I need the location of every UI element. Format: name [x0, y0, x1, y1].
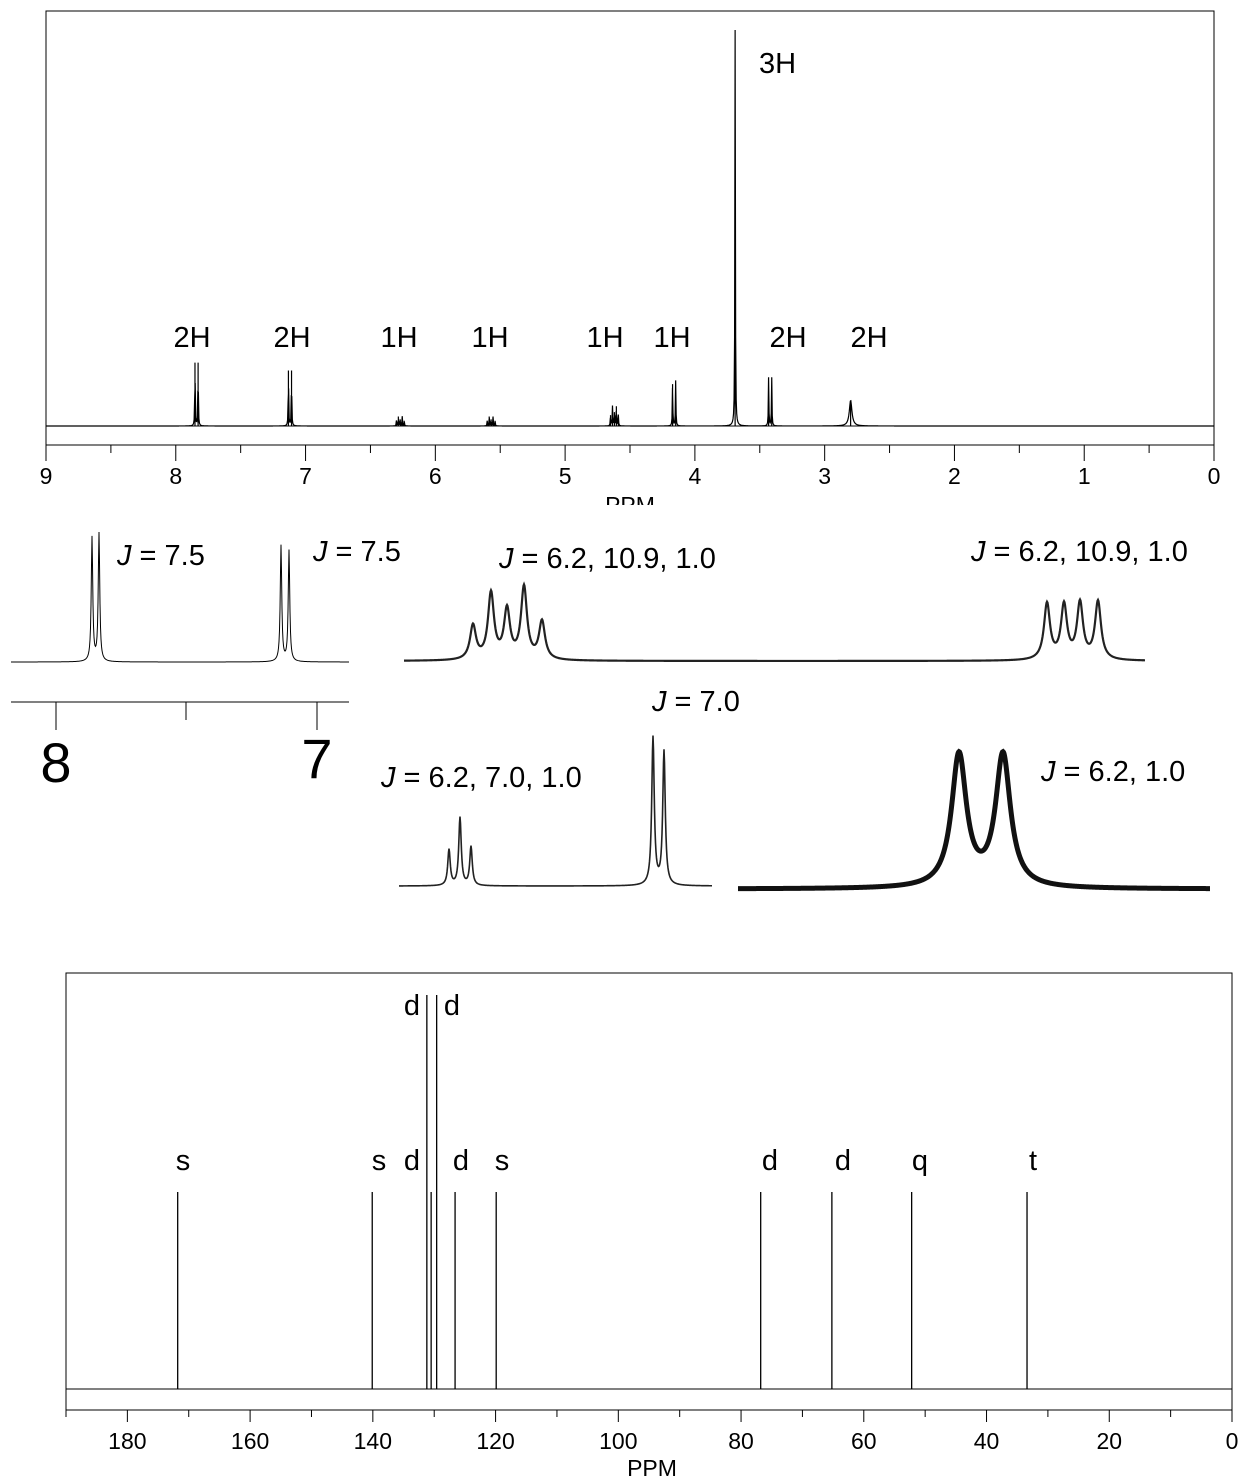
inset-oxy-a: J = 6.2, 7.0, 1.0 J = 7.0: [380, 686, 740, 887]
c13-tick-label: 40: [974, 1428, 1000, 1454]
multiplicity-label: d: [835, 1145, 851, 1177]
multiplicity-label: d: [762, 1145, 778, 1177]
h1-plot-frame: [45, 10, 1215, 446]
integration-label: 2H: [173, 322, 210, 354]
h1-tick-label: 7: [299, 463, 312, 489]
multiplicity-label: s: [372, 1145, 387, 1177]
multiplicity-label: d: [404, 1145, 420, 1177]
h1-tick-label: 9: [40, 463, 53, 489]
multiplicity-label: d: [404, 990, 420, 1022]
coupling-value: = 7.5: [132, 540, 205, 572]
coupling-value: = 7.0: [667, 686, 740, 718]
coupling-annotation: J = 7.5: [116, 540, 205, 572]
c13-peaks: s s d d s d d q td d: [176, 990, 1037, 1389]
h1-tick-label: 5: [559, 463, 572, 489]
integration-label: 1H: [471, 322, 508, 354]
h1-tick-label: 2: [948, 463, 961, 489]
h1-tick-label: 0: [1208, 463, 1221, 489]
c13-tick-label: 60: [851, 1428, 877, 1454]
c13-tick-label: 160: [231, 1428, 269, 1454]
coupling-annotation: J = 6.2, 10.9, 1.0: [498, 543, 716, 575]
c13-tick-label: 140: [354, 1428, 392, 1454]
h1-tick-label: 6: [429, 463, 442, 489]
inset-vinyl: J = 6.2, 10.9, 1.0 J = 6.2, 10.9, 1.0: [403, 536, 1188, 663]
h1-x-axis: 9 8 7 6 5 4 3 2 1 0: [40, 445, 1221, 489]
coupling-annotation: J = 6.2, 7.0, 1.0: [380, 762, 582, 794]
expansion-insets: 8 7 J = 7.5 J = 7.5 J = 6.2, 10.9, 1.0 J…: [11, 531, 1210, 892]
multiplicity-label: d: [444, 990, 460, 1022]
h1-tick-label: 1: [1078, 463, 1091, 489]
integration-label: 2H: [273, 322, 310, 354]
multiplicity-label: d: [453, 1145, 469, 1177]
inset-aromatic: 8 7 J = 7.5 J = 7.5: [11, 531, 401, 794]
h1-tick-label: 4: [688, 463, 701, 489]
inset-aromatic-tick-label: 8: [40, 731, 71, 794]
c13-tick-label: 20: [1096, 1428, 1122, 1454]
integration-label: 1H: [380, 322, 417, 354]
c13-tick-label: 180: [108, 1428, 146, 1454]
inset-oxy-b-trace: [738, 748, 1210, 892]
coupling-value: = 6.2, 10.9, 1.0: [514, 543, 716, 575]
c13-tick-label: 80: [728, 1428, 754, 1454]
integration-label: 1H: [586, 322, 623, 354]
h1-integration-labels: 2H 2H 1H 1H 1H 1H 3H 2H 2H: [173, 48, 887, 354]
h1-tick-label: 3: [818, 463, 831, 489]
inset-aromatic-trace: [11, 531, 349, 663]
c13-tick-label: 120: [476, 1428, 514, 1454]
integration-label: 2H: [850, 322, 887, 354]
coupling-annotation: J = 6.2, 1.0: [1040, 756, 1185, 788]
c13-plot-frame: [65, 972, 1233, 1411]
multiplicity-label: s: [176, 1145, 191, 1177]
coupling-value: = 6.2, 7.0, 1.0: [396, 762, 582, 794]
c13-tick-label: 0: [1226, 1428, 1239, 1454]
multiplicity-label: q: [912, 1145, 928, 1177]
inset-oxy-a-trace: [399, 735, 713, 887]
inset-aromatic-tick-label: 7: [301, 727, 332, 790]
coupling-annotation: J = 6.2, 10.9, 1.0: [970, 536, 1188, 568]
c13-nmr-spectrum: s s d d s d d q td d 180 160 140 120 100 80 60 40 20 0 PPM: [65, 972, 1239, 1481]
integration-label: 2H: [769, 322, 806, 354]
coupling-annotation: J = 7.5: [312, 536, 401, 568]
integration-label: 3H: [759, 48, 796, 80]
c13-tick-label: 100: [599, 1428, 637, 1454]
axis-label-clip: [560, 505, 700, 519]
c13-x-axis: 180 160 140 120 100 80 60 40 20 0: [65, 1410, 1239, 1454]
c13-x-axis-label: PPM: [627, 1455, 677, 1481]
multiplicity-label: t: [1029, 1145, 1037, 1177]
h1-tick-label: 8: [169, 463, 182, 489]
multiplicity-label: s: [495, 1145, 510, 1177]
coupling-value: = 7.5: [328, 536, 401, 568]
coupling-annotation: J = 7.0: [651, 686, 740, 718]
coupling-value: = 6.2, 10.9, 1.0: [986, 536, 1188, 568]
h1-spectrum-trace: [46, 29, 1214, 427]
integration-label: 1H: [653, 322, 690, 354]
inset-oxy-b: J = 6.2, 1.0: [738, 748, 1210, 892]
coupling-value: = 6.2, 1.0: [1056, 756, 1186, 788]
inset-vinyl-trace: [403, 581, 1146, 663]
